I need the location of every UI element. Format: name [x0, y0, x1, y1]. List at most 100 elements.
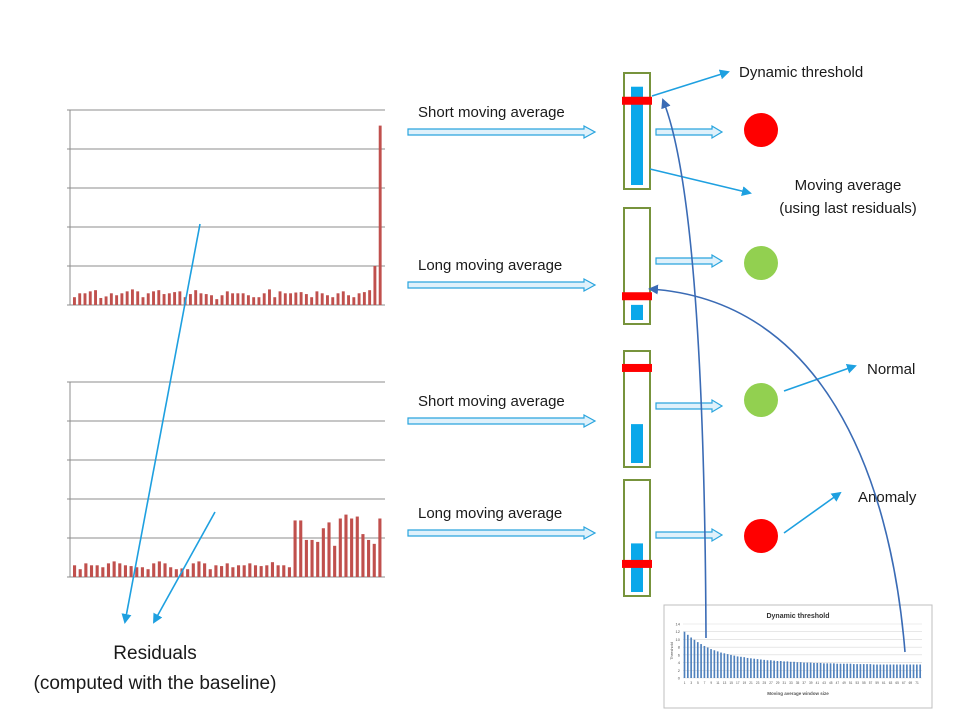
residual-bar — [78, 293, 82, 305]
residual-bar — [89, 565, 94, 577]
threshold-bar — [726, 654, 729, 678]
block-arrow-row1 — [407, 124, 597, 140]
residual-bar — [273, 297, 277, 305]
residual-bar — [73, 565, 77, 577]
threshold-bar — [703, 645, 706, 678]
residual-bar — [246, 295, 250, 305]
residual-bar — [169, 567, 173, 577]
mini-x-tick-label: 59 — [875, 681, 879, 685]
residuals-chart-bottom — [67, 381, 385, 578]
mini-y-tick-label: 6 — [678, 652, 681, 657]
block-arrow-indicator-1 — [655, 124, 724, 140]
threshold-bar — [799, 662, 802, 678]
threshold-bar — [889, 664, 892, 678]
threshold-bar — [743, 657, 746, 678]
mini-x-tick-label: 7 — [704, 681, 706, 685]
threshold-bar — [833, 663, 835, 678]
anomaly-label: Anomaly — [858, 489, 917, 506]
threshold-bar — [869, 664, 872, 678]
mini-x-tick-label: 47 — [836, 681, 840, 685]
threshold-bar — [862, 664, 865, 678]
residual-bar — [191, 563, 195, 577]
threshold-bar — [856, 664, 858, 678]
threshold-bar — [846, 663, 848, 678]
threshold-bar — [816, 662, 819, 678]
threshold-bar — [736, 656, 739, 678]
arrow-residuals-2 — [153, 511, 216, 624]
mini-x-tick-label: 23 — [756, 681, 760, 685]
residual-bar — [101, 567, 105, 577]
residual-bar — [194, 290, 198, 305]
mini-x-tick-label: 3 — [690, 681, 692, 685]
threshold-bar — [783, 661, 785, 678]
residual-bar — [112, 561, 116, 577]
residual-bar — [331, 297, 335, 305]
threshold-bar — [906, 664, 908, 678]
threshold-bar — [773, 660, 775, 678]
threshold-bar — [813, 662, 815, 678]
flow-arrows-left — [407, 124, 597, 541]
mini-x-tick-label: 67 — [902, 681, 906, 685]
threshold-mark-short-1 — [622, 96, 652, 105]
threshold-bar — [690, 637, 692, 678]
residual-bar — [350, 518, 354, 577]
arrow-dynamic-threshold — [651, 69, 730, 97]
residual-bar — [236, 293, 240, 305]
residual-bar — [262, 293, 266, 305]
mini-x-tick-label: 55 — [862, 681, 866, 685]
threshold-mark-long-1 — [622, 292, 652, 301]
normal-label: Normal — [867, 361, 915, 378]
threshold-bar — [700, 644, 702, 678]
mini-x-tick-label: 71 — [915, 681, 919, 685]
residual-bar — [123, 565, 128, 577]
mini-x-tick-label: 63 — [889, 681, 893, 685]
residual-bar — [203, 563, 207, 577]
row1-label: Short moving average — [418, 104, 565, 121]
residual-bar — [167, 293, 171, 305]
threshold-bar — [756, 659, 759, 678]
threshold-bar — [760, 659, 762, 678]
residual-bar — [78, 569, 82, 577]
threshold-bar — [823, 663, 825, 678]
residual-bar — [287, 567, 291, 577]
residual-bar — [141, 297, 145, 305]
residual-bar — [146, 293, 150, 305]
threshold-bar — [879, 664, 882, 678]
residual-bar — [320, 293, 324, 305]
residual-bar — [152, 291, 155, 305]
residual-bar — [152, 563, 156, 577]
moving-average-label: Moving average — [795, 177, 902, 194]
block-arrow-row4 — [407, 525, 597, 541]
residual-bar — [157, 290, 161, 305]
arrow-normal — [783, 363, 857, 392]
mini-x-tick-label: 17 — [736, 681, 740, 685]
mini-x-tick-label: 25 — [763, 681, 767, 685]
threshold-bar — [919, 664, 922, 678]
residuals-chart-top — [67, 109, 385, 306]
residual-bar — [333, 545, 337, 577]
mini-x-axis-label: Moving average window size — [767, 691, 829, 696]
threshold-bar — [716, 651, 719, 678]
residual-bar — [130, 289, 134, 305]
threshold-bar — [796, 662, 799, 678]
gauge-fill-short-1 — [631, 86, 643, 185]
arrow-residuals-1 — [121, 223, 201, 624]
mini-y-tick-label: 14 — [676, 622, 681, 627]
residual-bar — [73, 297, 76, 305]
gauge-fill-short-2 — [631, 424, 643, 463]
residual-bar — [270, 562, 275, 577]
residual-bar — [378, 518, 382, 577]
mini-x-tick-label: 49 — [842, 681, 846, 685]
arrow-anomaly — [783, 491, 842, 534]
threshold-bar — [836, 663, 839, 678]
row4-label: Long moving average — [418, 505, 562, 522]
mini-x-tick-label: 65 — [895, 681, 899, 685]
mini-x-tick-label: 27 — [769, 681, 773, 685]
block-arrow-row3 — [407, 413, 597, 429]
threshold-bar — [806, 662, 809, 678]
block-arrow-indicator-3 — [655, 398, 724, 414]
residual-bar — [88, 291, 92, 305]
residual-bar — [199, 293, 203, 305]
mini-x-tick-label: 19 — [743, 681, 747, 685]
